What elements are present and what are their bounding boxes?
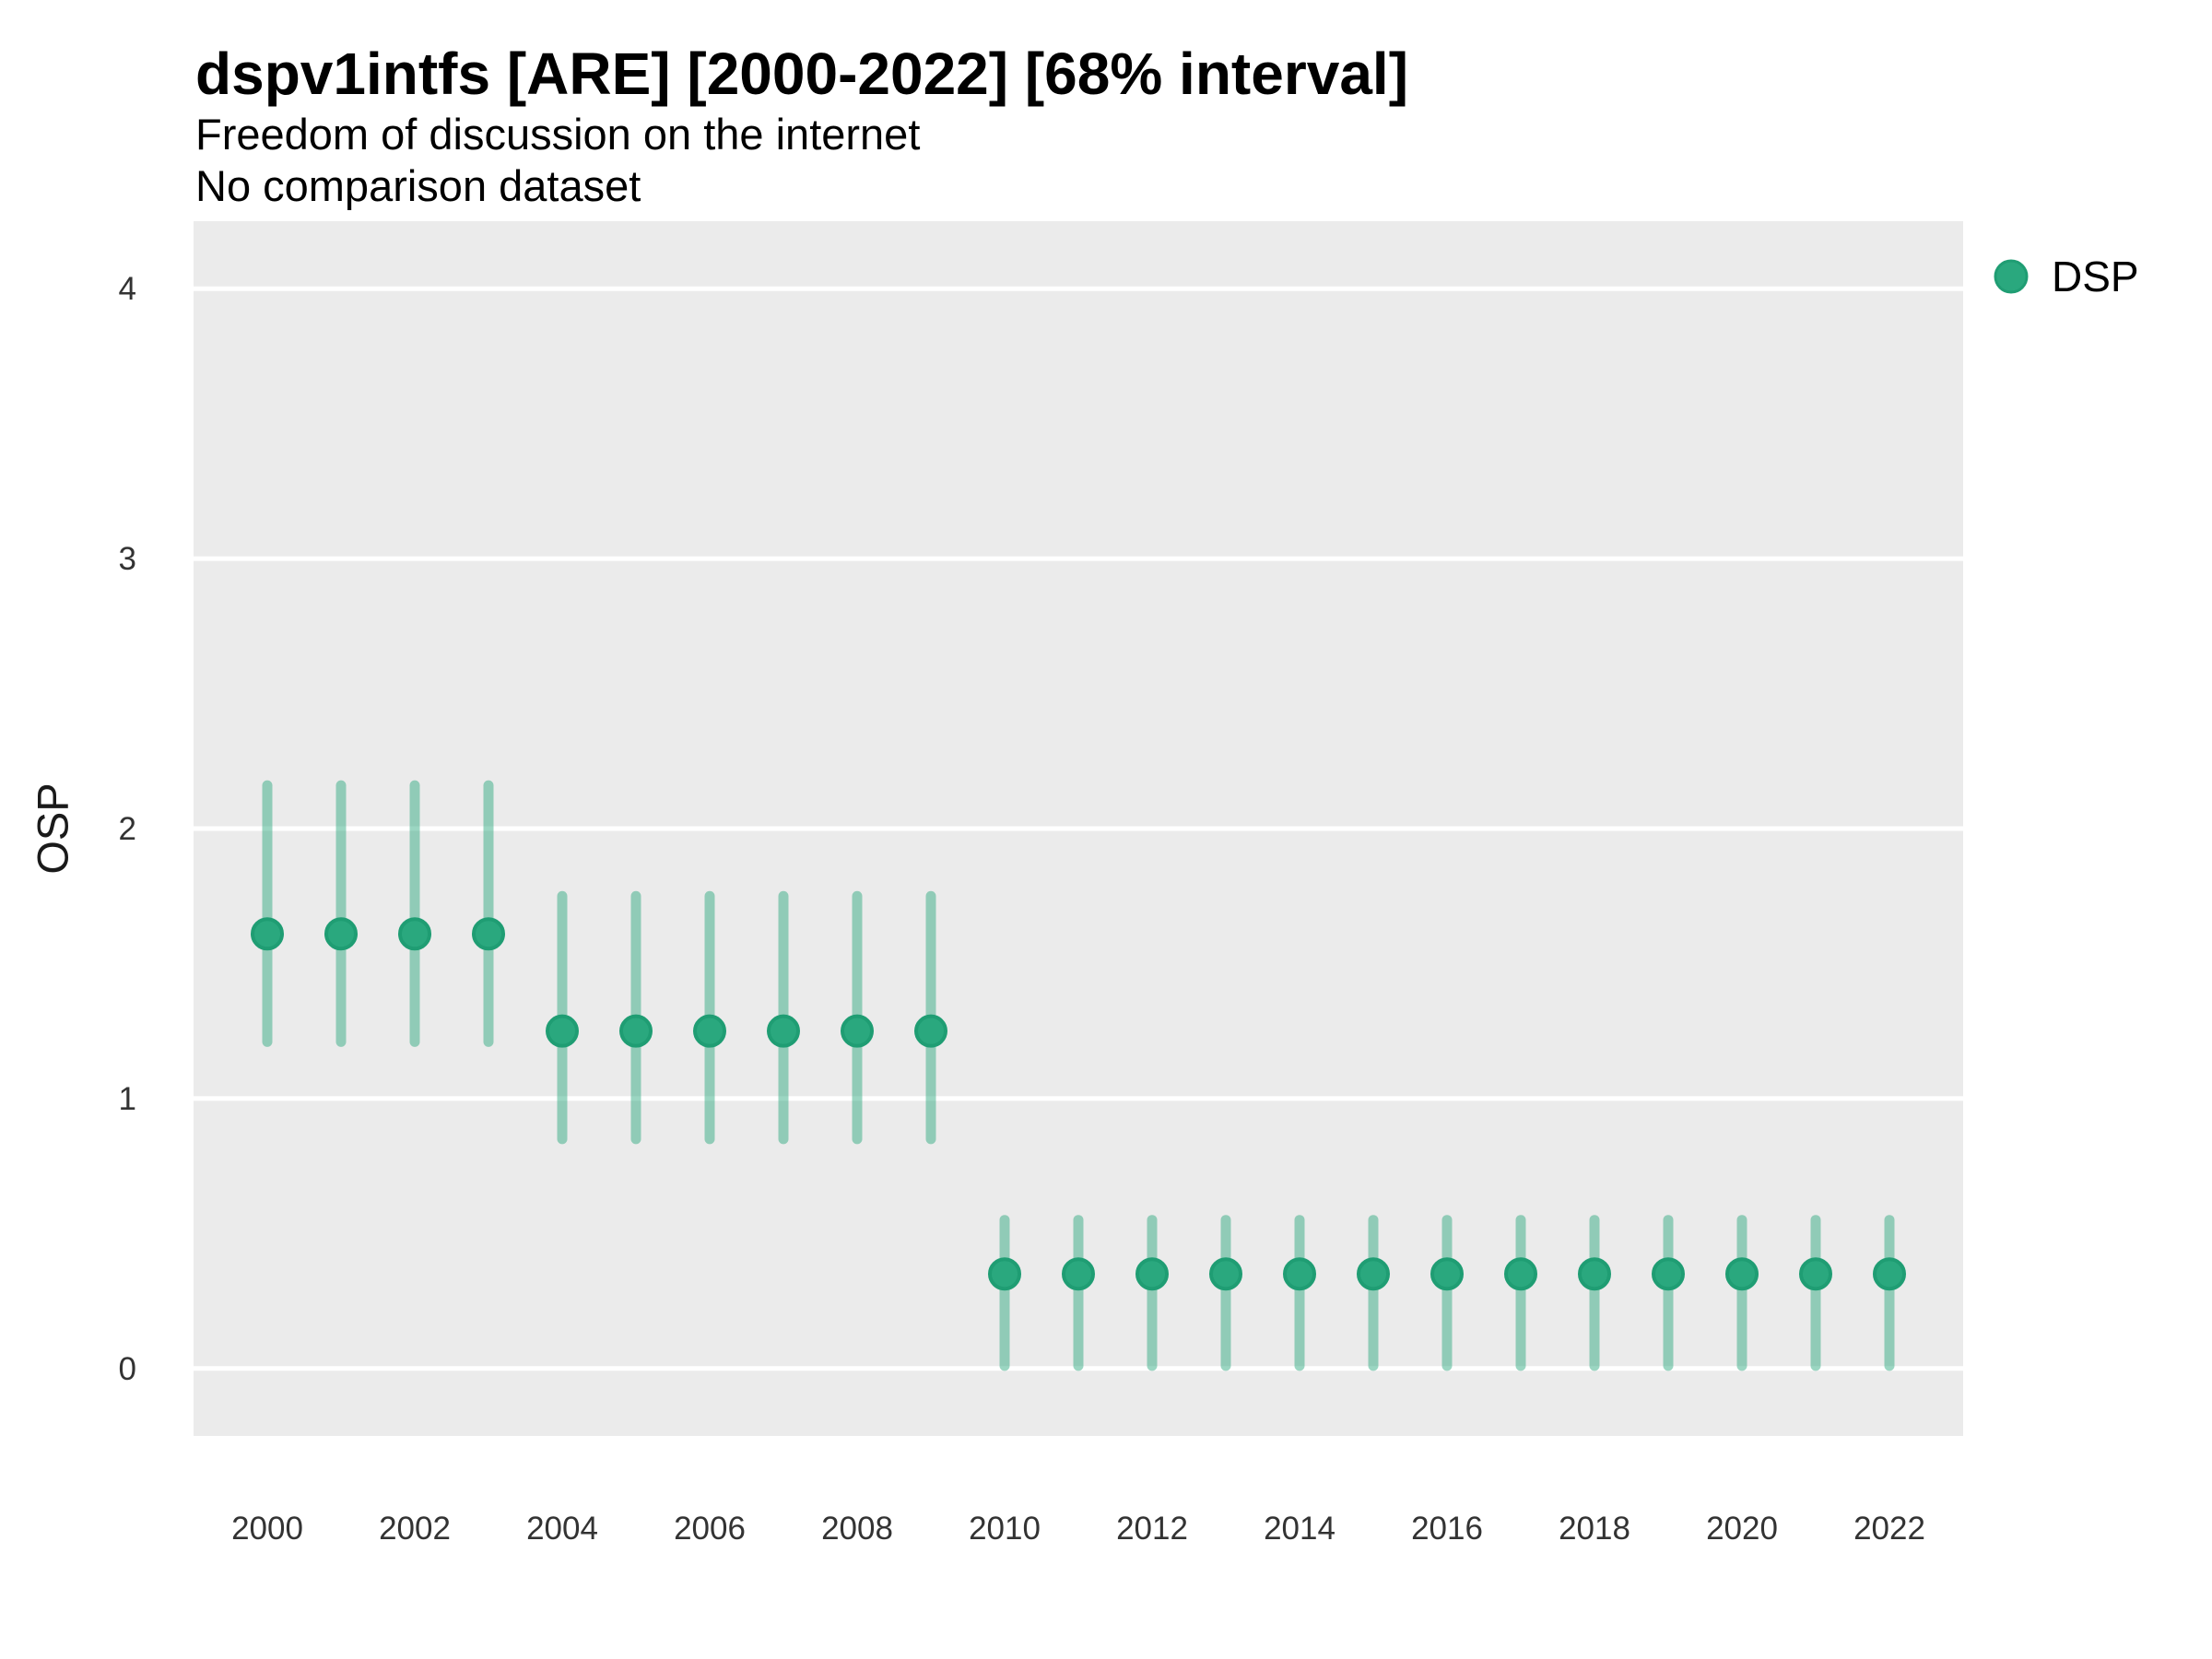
data-point-2003 bbox=[472, 917, 505, 951]
data-point-2010 bbox=[988, 1257, 1021, 1291]
chart-title: dspv1intfs [ARE] [2000-2022] [68% interv… bbox=[195, 41, 1408, 107]
x-tick-label-2006: 2006 bbox=[674, 1511, 746, 1547]
data-point-2004 bbox=[546, 1014, 579, 1048]
data-point-2002 bbox=[398, 917, 431, 951]
data-marks bbox=[251, 780, 1906, 1371]
data-point-2001 bbox=[324, 917, 358, 951]
x-tick-label-2002: 2002 bbox=[379, 1511, 451, 1547]
chart-note: No comparison dataset bbox=[195, 161, 641, 210]
data-point-2005 bbox=[619, 1014, 653, 1048]
chart-subtitle: Freedom of discussion on the internet bbox=[195, 110, 920, 159]
x-tick-label-2020: 2020 bbox=[1706, 1511, 1778, 1547]
x-axis-tick-labels: 2000 2002 2004 2006 2008 2010 2012 2014 2016 2018… bbox=[231, 1511, 1925, 1547]
data-point-2007 bbox=[767, 1014, 800, 1048]
y-axis-tick-labels: 0 1 2 3 4 bbox=[119, 271, 136, 1387]
x-tick-label-2008: 2008 bbox=[821, 1511, 893, 1547]
data-point-2022 bbox=[1873, 1257, 1906, 1291]
x-tick-label-2004: 2004 bbox=[526, 1511, 598, 1547]
data-point-2018 bbox=[1578, 1257, 1611, 1291]
x-tick-label-2000: 2000 bbox=[231, 1511, 303, 1547]
x-tick-label-2018: 2018 bbox=[1559, 1511, 1630, 1547]
x-tick-label-2012: 2012 bbox=[1116, 1511, 1188, 1547]
x-tick-label-2010: 2010 bbox=[969, 1511, 1041, 1547]
data-point-2017 bbox=[1504, 1257, 1537, 1291]
gridlines bbox=[194, 286, 1963, 1371]
x-tick-label-2014: 2014 bbox=[1264, 1511, 1335, 1547]
data-point-2019 bbox=[1652, 1257, 1685, 1291]
data-point-2011 bbox=[1062, 1257, 1095, 1291]
y-tick-label-1: 1 bbox=[119, 1081, 136, 1117]
x-tick-label-2022: 2022 bbox=[1853, 1511, 1925, 1547]
data-point-2020 bbox=[1725, 1257, 1759, 1291]
legend-label: DSP bbox=[2052, 253, 2139, 300]
y-tick-label-4: 4 bbox=[119, 271, 136, 307]
y-tick-label-2: 2 bbox=[119, 811, 136, 847]
data-point-2021 bbox=[1799, 1257, 1832, 1291]
y-tick-label-0: 0 bbox=[119, 1351, 136, 1387]
data-point-2015 bbox=[1357, 1257, 1390, 1291]
data-point-2012 bbox=[1135, 1257, 1169, 1291]
x-tick-label-2016: 2016 bbox=[1411, 1511, 1483, 1547]
data-point-2009 bbox=[914, 1014, 947, 1048]
legend-point-icon bbox=[1994, 259, 2029, 294]
legend: DSP bbox=[1994, 253, 2139, 300]
data-point-2014 bbox=[1283, 1257, 1316, 1291]
data-point-2008 bbox=[841, 1014, 874, 1048]
data-point-2016 bbox=[1430, 1257, 1464, 1291]
y-tick-label-3: 3 bbox=[119, 541, 136, 577]
data-point-2000 bbox=[251, 917, 284, 951]
data-point-2013 bbox=[1209, 1257, 1242, 1291]
data-point-2006 bbox=[693, 1014, 726, 1048]
y-axis-title: OSP bbox=[28, 782, 76, 874]
